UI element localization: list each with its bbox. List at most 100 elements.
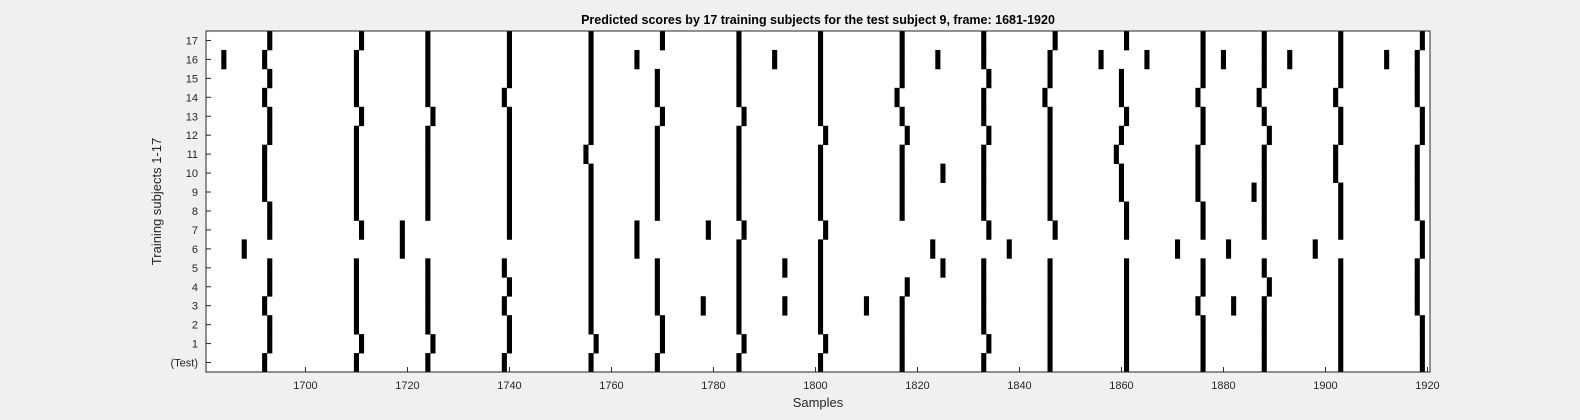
event-mark [425,277,431,297]
event-mark [981,163,987,183]
event-mark [359,334,365,354]
event-mark [935,49,941,70]
event-mark [506,220,512,240]
event-mark [1200,277,1206,297]
event-mark [659,31,665,51]
event-mark [1052,31,1058,51]
event-mark [986,334,992,354]
event-mark [425,201,431,221]
event-mark [1124,315,1130,335]
event-mark [353,182,359,202]
event-mark [588,277,594,297]
event-mark [654,258,660,278]
event-mark [736,201,742,221]
event-mark [506,201,512,221]
event-mark [1414,258,1420,278]
event-mark [1047,258,1053,278]
event-mark [823,220,829,240]
y-tick-label: 7 [192,225,198,237]
event-mark [1118,163,1124,183]
event-mark [736,68,742,89]
event-mark [1338,296,1344,316]
event-mark [1261,106,1267,127]
x-tick-label: 1860 [1109,380,1133,392]
event-mark [899,296,905,316]
event-mark [267,334,273,354]
event-mark [359,31,365,51]
event-mark [1047,201,1053,221]
event-mark [940,163,946,183]
event-mark [1419,353,1425,373]
x-tick-label: 1920 [1415,380,1439,392]
event-mark [425,315,431,335]
event-mark [588,353,594,373]
event-mark [654,277,660,297]
event-mark [353,87,359,108]
event-mark [267,315,273,335]
event-mark [1118,87,1124,108]
event-mark [1414,201,1420,221]
event-mark [1266,277,1272,297]
x-axis-label: Samples [793,395,844,410]
x-tick-label: 1740 [497,380,521,392]
event-mark [823,125,829,146]
event-mark [1414,296,1420,316]
event-mark [1414,144,1420,165]
event-mark [1419,334,1425,354]
event-mark [899,334,905,354]
event-mark [818,49,824,70]
y-tick-label: (Test) [171,358,199,370]
event-mark [818,353,824,373]
event-mark [1144,49,1150,70]
event-mark [818,68,824,89]
event-mark [262,144,268,165]
event-marks [221,31,1425,373]
event-mark [899,31,905,51]
event-mark [588,182,594,202]
event-mark [1195,296,1201,316]
event-mark [1414,49,1420,70]
event-mark [899,163,905,183]
event-mark [588,31,594,51]
event-mark [818,144,824,165]
event-mark [899,68,905,89]
event-mark [506,125,512,146]
x-tick-label: 1880 [1211,380,1235,392]
event-mark [818,87,824,108]
event-mark [981,49,987,70]
event-mark [1231,296,1237,316]
event-mark [1124,296,1130,316]
y-tick-label: 8 [192,206,198,218]
x-tick-label: 1800 [803,380,827,392]
event-mark [654,68,660,89]
event-mark [981,201,987,221]
event-mark [1047,49,1053,70]
event-mark [1419,239,1425,259]
event-mark [1195,87,1201,108]
event-mark [1414,182,1420,202]
event-mark [588,315,594,335]
event-mark [986,220,992,240]
event-mark [425,144,431,165]
event-mark [1124,258,1130,278]
event-mark [1261,163,1267,183]
event-mark [1047,277,1053,297]
y-tick-label: 4 [192,282,198,294]
event-mark [588,201,594,221]
event-mark [736,239,742,259]
event-mark [1333,163,1339,183]
event-mark [1414,68,1420,89]
event-mark [1118,125,1124,146]
event-mark [1124,201,1130,221]
event-mark [353,258,359,278]
event-mark [736,144,742,165]
event-mark [1175,239,1181,259]
event-mark [353,315,359,335]
event-mark [399,220,405,240]
x-axis-ticks: 1700 1720 1740 1760 1780 1800 1820 1840 1860 1880… [293,367,1440,392]
event-mark [1419,106,1425,127]
event-mark [736,296,742,316]
event-mark [981,277,987,297]
event-mark [1047,334,1053,354]
